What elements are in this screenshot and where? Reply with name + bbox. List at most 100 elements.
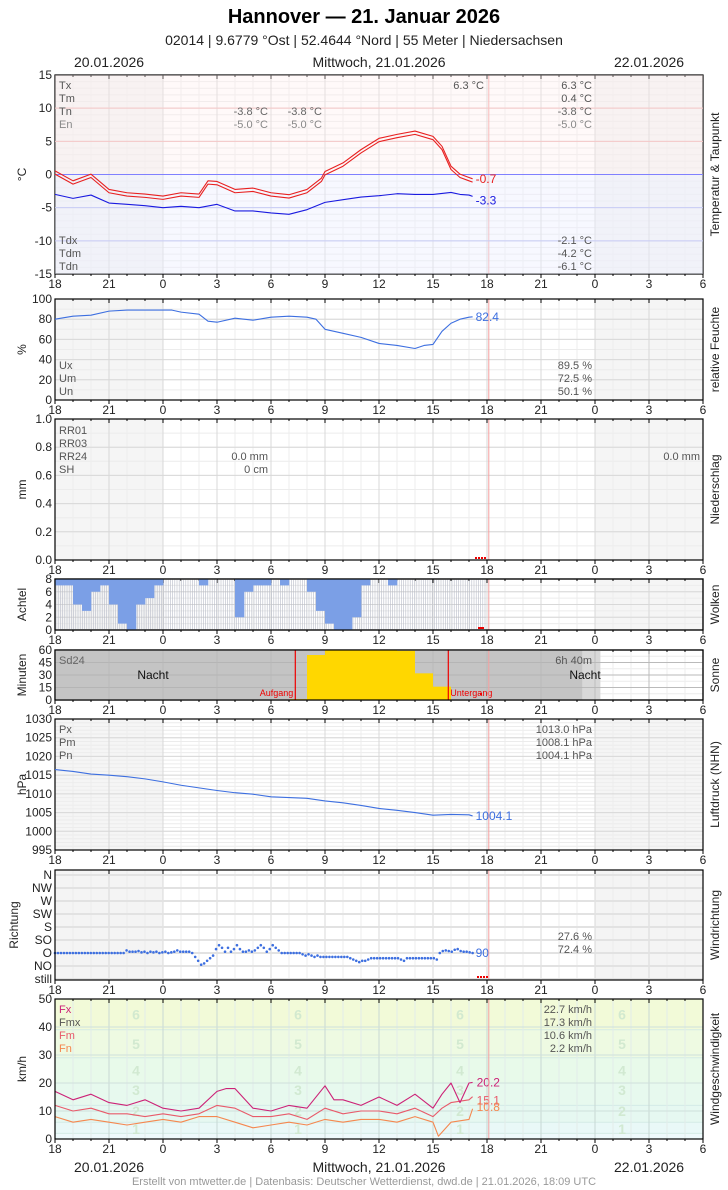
annotation: 1013.0 hPa bbox=[536, 724, 593, 736]
x-tick-label: 18 bbox=[480, 633, 494, 647]
wind-direction-point bbox=[56, 951, 60, 955]
wind-direction-point bbox=[450, 950, 454, 953]
annotation: 6.3 °C bbox=[561, 80, 592, 92]
wind-direction-point bbox=[83, 951, 87, 955]
cloud-bar bbox=[136, 579, 146, 605]
pressure-last-value: 1004.1 bbox=[476, 809, 513, 823]
x-tick-label: 12 bbox=[372, 853, 386, 867]
x-tick-label: 6 bbox=[700, 563, 707, 577]
x-tick-label: 0 bbox=[592, 703, 599, 717]
y-tick-label: 0 bbox=[45, 693, 52, 707]
legend-label: Pn bbox=[59, 750, 72, 762]
beaufort-label: 2 bbox=[132, 1103, 140, 1119]
x-tick-label: 3 bbox=[646, 1142, 653, 1156]
wind-direction-point bbox=[208, 956, 212, 960]
y-tick-label: 10 bbox=[39, 101, 53, 115]
wind-direction-point bbox=[259, 943, 263, 947]
wind-direction-point bbox=[98, 951, 102, 955]
wind-direction-point bbox=[340, 955, 343, 959]
cloud-bar bbox=[334, 579, 344, 630]
wind-direction-point bbox=[328, 955, 331, 959]
wind-direction-point bbox=[113, 951, 116, 955]
wind-direction-point bbox=[423, 956, 427, 960]
cloud-bar bbox=[73, 579, 83, 605]
x-tick-label: 6 bbox=[268, 633, 275, 647]
wind-direction-point bbox=[256, 946, 260, 950]
x-tick-label: 21 bbox=[534, 633, 548, 647]
sunshine-bar bbox=[307, 655, 325, 700]
x-tick-label: 21 bbox=[534, 563, 548, 577]
wind-direction-point bbox=[390, 956, 394, 960]
annotation: 1008.1 hPa bbox=[536, 737, 593, 749]
missing-data-marker bbox=[480, 693, 482, 695]
wind-direction-point bbox=[363, 959, 367, 963]
panel-title: Windrichtung bbox=[708, 890, 722, 960]
x-tick-label: 3 bbox=[646, 563, 653, 577]
beaufort-label: 1 bbox=[132, 1121, 140, 1137]
x-tick-label: 3 bbox=[214, 633, 221, 647]
wind-direction-point bbox=[322, 955, 325, 959]
y-tick-label: SO bbox=[35, 933, 52, 947]
wind-direction-point bbox=[238, 947, 242, 951]
y-tick-label: 6 bbox=[45, 585, 52, 599]
wind-direction-point bbox=[295, 951, 298, 955]
wind-min-line bbox=[54, 1108, 474, 1137]
date-left: 20.01.2026 bbox=[74, 54, 145, 70]
wind-direction-point bbox=[402, 959, 406, 963]
wind-direction-point bbox=[414, 956, 418, 960]
x-tick-label: 3 bbox=[646, 403, 653, 417]
x-tick-label: 3 bbox=[214, 703, 221, 717]
annotation: 27.6 % bbox=[558, 931, 592, 943]
beaufort-label: 6 bbox=[456, 1006, 464, 1022]
x-tick-label: 3 bbox=[214, 563, 221, 577]
cloud-bar bbox=[91, 579, 101, 592]
wind-direction-point bbox=[304, 954, 307, 957]
x-tick-label: 3 bbox=[214, 983, 221, 997]
y-tick-label: 60 bbox=[39, 332, 53, 346]
wind-direction-point bbox=[59, 951, 63, 955]
x-tick-label: 0 bbox=[160, 703, 167, 717]
wind-direction-point bbox=[298, 951, 301, 955]
x-tick-label: 9 bbox=[322, 853, 329, 867]
wind-mean-line bbox=[54, 1096, 473, 1120]
wind-direction-point bbox=[420, 956, 424, 960]
wind-direction-point bbox=[86, 951, 90, 955]
wind-direction-point bbox=[334, 955, 337, 959]
humidity-last-value: 82.4 bbox=[476, 310, 500, 324]
wind-direction-point bbox=[459, 949, 462, 953]
wind-direction-point bbox=[217, 943, 221, 947]
sunshine-total: 6h 40m bbox=[555, 655, 592, 667]
sunshine-bar bbox=[415, 673, 433, 700]
wind-direction-point bbox=[426, 956, 430, 960]
dewpoint-last-value: -3.3 bbox=[476, 193, 497, 207]
cloud-bar bbox=[280, 579, 290, 586]
cloud-bar bbox=[82, 579, 92, 611]
cloud-bar bbox=[352, 579, 362, 618]
wind-direction-point bbox=[125, 949, 128, 952]
beaufort-label: 3 bbox=[294, 1082, 302, 1098]
wind-direction-point bbox=[319, 955, 322, 959]
cloud-bar bbox=[118, 579, 128, 624]
x-tick-label: 6 bbox=[700, 703, 707, 717]
wind-direction-point bbox=[375, 956, 379, 960]
sunshine-bar bbox=[325, 650, 343, 700]
x-tick-label: 21 bbox=[102, 853, 116, 867]
beaufort-label: 3 bbox=[618, 1082, 626, 1098]
legend-label: Fx bbox=[59, 1004, 72, 1016]
x-tick-label: 0 bbox=[160, 277, 167, 291]
y-tick-label: NO bbox=[34, 959, 52, 973]
x-tick-label: 6 bbox=[700, 403, 707, 417]
y-tick-label: 0.6 bbox=[35, 468, 52, 482]
y-tick-label: -15 bbox=[35, 267, 53, 281]
annotation: 0.0 mm bbox=[231, 451, 268, 463]
wind-direction-point bbox=[277, 949, 281, 952]
x-tick-label: 21 bbox=[102, 563, 116, 577]
cloud-bar bbox=[235, 579, 245, 618]
cloud-bar bbox=[343, 579, 353, 630]
x-tick-label: 12 bbox=[372, 277, 386, 291]
x-tick-label: 0 bbox=[160, 563, 167, 577]
wind-direction-point bbox=[161, 951, 164, 954]
y-tick-label: 10 bbox=[39, 1104, 53, 1118]
